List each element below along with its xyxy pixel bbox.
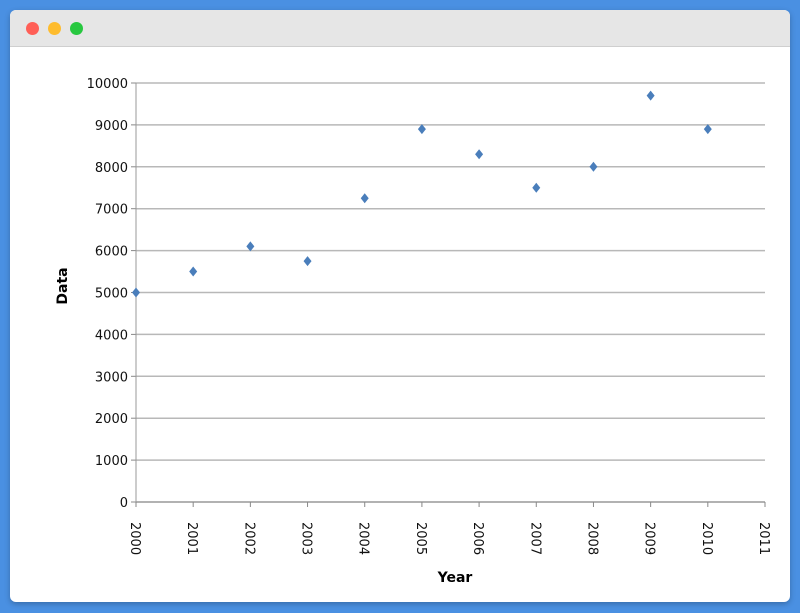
x-tick-label: 2001 bbox=[184, 522, 199, 555]
chart-area: 0 1000 2000 3000 4000 5000 6000 7000 8000 9000 100… bbox=[10, 47, 790, 602]
axes bbox=[131, 82, 766, 507]
data-point bbox=[189, 266, 198, 277]
x-tick-label: 2008 bbox=[584, 522, 599, 555]
close-window-button[interactable] bbox=[26, 22, 39, 35]
x-tick-label: 2010 bbox=[699, 522, 714, 555]
data-point bbox=[532, 182, 541, 193]
data-point bbox=[703, 124, 712, 135]
y-tick-label: 0 bbox=[120, 496, 128, 511]
y-tick-label: 3000 bbox=[95, 370, 128, 385]
y-tick-label: 4000 bbox=[95, 328, 128, 343]
data-point bbox=[589, 161, 598, 172]
data-point bbox=[132, 287, 140, 298]
y-tick-label: 5000 bbox=[95, 287, 128, 302]
y-tick-label: 9000 bbox=[95, 119, 128, 134]
x-tick-label: 2011 bbox=[756, 522, 771, 555]
scatter-chart: 0 1000 2000 3000 4000 5000 6000 7000 8000 9000 100… bbox=[55, 77, 771, 586]
data-point bbox=[246, 241, 255, 252]
y-tick-label: 1000 bbox=[95, 454, 128, 469]
data-point bbox=[475, 149, 484, 160]
x-tick-label: 2002 bbox=[241, 522, 256, 555]
x-tick-labels: 2000 2001 2002 2003 2004 2005 2006 2007 2008 2009… bbox=[127, 522, 771, 555]
maximize-window-button[interactable] bbox=[70, 22, 83, 35]
data-point bbox=[646, 90, 655, 101]
x-axis-label: Year bbox=[437, 570, 473, 586]
y-tick-label: 6000 bbox=[95, 245, 128, 260]
data-point bbox=[417, 124, 426, 135]
y-tick-label: 10000 bbox=[87, 77, 128, 92]
y-tick-label: 2000 bbox=[95, 412, 128, 427]
x-tick-label: 2004 bbox=[356, 522, 371, 555]
title-bar bbox=[10, 10, 790, 47]
y-axis-label: Data bbox=[55, 267, 71, 304]
y-tick-label: 7000 bbox=[95, 203, 128, 218]
data-points bbox=[132, 90, 712, 298]
gridlines bbox=[136, 82, 765, 461]
x-tick-label: 2003 bbox=[299, 522, 314, 555]
data-point bbox=[360, 193, 369, 204]
data-point bbox=[303, 256, 312, 267]
minimize-window-button[interactable] bbox=[48, 22, 61, 35]
x-tick-label: 2006 bbox=[470, 522, 485, 555]
y-tick-labels: 0 1000 2000 3000 4000 5000 6000 7000 8000 9000 100… bbox=[87, 77, 128, 511]
y-tick-label: 8000 bbox=[95, 161, 128, 176]
x-tick-label: 2007 bbox=[527, 522, 542, 555]
x-tick-label: 2009 bbox=[642, 522, 657, 555]
app-window: 0 1000 2000 3000 4000 5000 6000 7000 8000 9000 100… bbox=[10, 10, 790, 602]
x-tick-label: 2005 bbox=[413, 522, 428, 555]
x-tick-label: 2000 bbox=[127, 522, 142, 555]
